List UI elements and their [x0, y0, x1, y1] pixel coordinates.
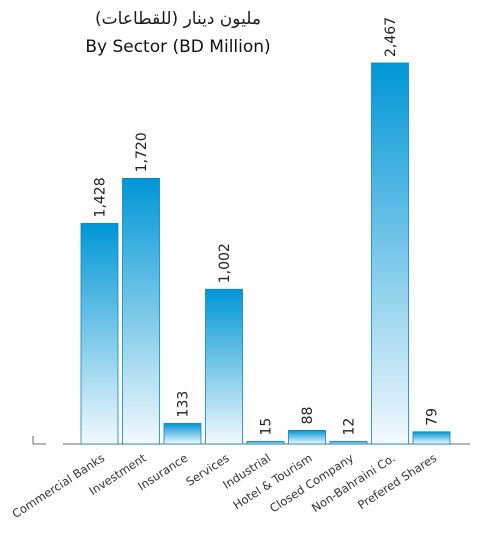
bar-7: [371, 62, 409, 445]
value-labels-group: 1,428 1,720 133 1,002 15 88 12 2,467 79: [93, 17, 441, 436]
bar-6: [329, 441, 368, 445]
value-label-6: 12: [342, 418, 358, 436]
bar-3: [205, 288, 243, 445]
category-labels-group: Commercial BanksInvestmentInsuranceServi…: [9, 451, 439, 521]
value-label-1: 1,720: [134, 132, 150, 172]
bar-0: [80, 223, 119, 445]
value-label-4: 15: [259, 418, 275, 436]
bar-4: [246, 441, 285, 445]
value-label-2: 133: [176, 391, 192, 418]
chart-title: By Sector (BD Million): [85, 37, 270, 57]
value-label-8: 79: [425, 408, 441, 426]
value-label-5: 88: [300, 407, 316, 425]
bar-8: [412, 431, 451, 445]
value-label-0: 1,428: [93, 177, 109, 217]
chart-title-arabic: مليون دينار (للقطاعات): [95, 9, 261, 29]
bar-1: [122, 177, 160, 445]
bar-5: [288, 430, 326, 445]
bars-group: [80, 62, 451, 445]
value-label-3: 1,002: [217, 243, 233, 283]
bar-2: [163, 423, 202, 445]
value-label-7: 2,467: [383, 17, 399, 57]
